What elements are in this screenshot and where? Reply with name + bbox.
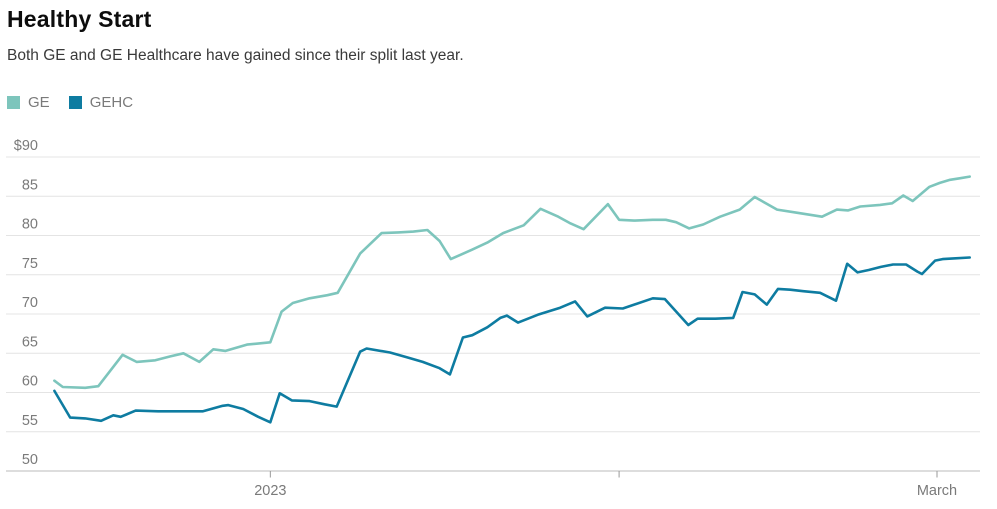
y-tick-label: 80 xyxy=(22,217,38,233)
y-tick-label: 75 xyxy=(22,256,38,272)
legend-item-gehc: GEHC xyxy=(68,94,134,111)
legend-label-ge: GE xyxy=(28,94,50,111)
y-tick-label: 50 xyxy=(22,452,38,468)
y-tick-label: 70 xyxy=(22,295,38,311)
chart-title: Healthy Start xyxy=(7,6,152,32)
legend-item-ge: GE xyxy=(7,94,50,111)
y-tick-label: $90 xyxy=(14,138,38,154)
ge-swatch-icon xyxy=(7,96,20,109)
chart-subtitle: Both GE and GE Healthcare have gained si… xyxy=(7,47,464,64)
y-tick-label: 60 xyxy=(22,374,38,390)
y-tick-label: 55 xyxy=(22,413,38,429)
gehc-line xyxy=(53,256,972,424)
x-tick-label: March xyxy=(917,483,957,499)
legend-label-gehc: GEHC xyxy=(89,94,134,111)
x-tick-label: 2023 xyxy=(254,483,286,499)
ge-line xyxy=(53,175,972,390)
y-tick-label: 85 xyxy=(22,177,38,193)
y-tick-label: 65 xyxy=(22,334,38,350)
chart-legend: GE GEHC xyxy=(7,94,133,111)
gehc-swatch-icon xyxy=(68,96,82,109)
